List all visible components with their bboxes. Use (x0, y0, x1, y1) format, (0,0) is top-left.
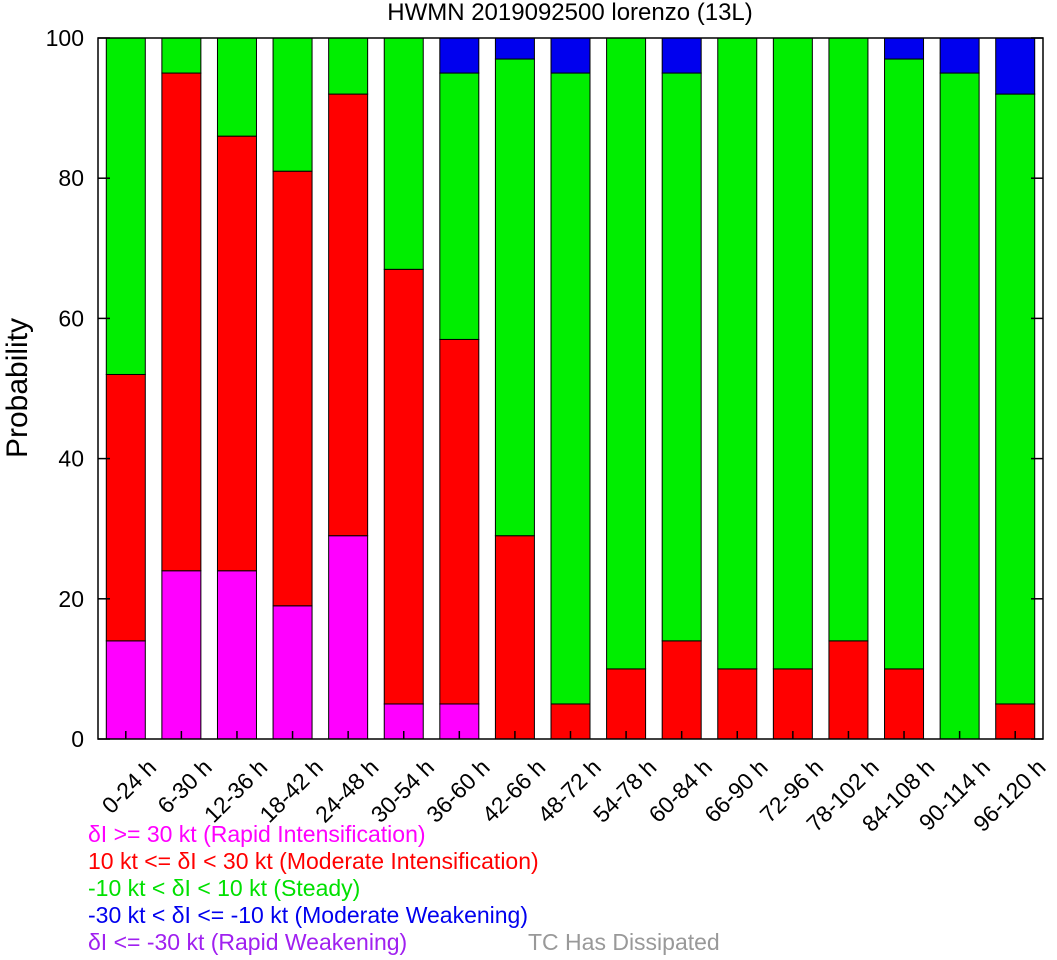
bar-steady-24-48-h (328, 37, 369, 95)
bar-moderate-intensification-78-102-h (828, 640, 869, 740)
bar-steady-60-84-h (661, 72, 702, 642)
bar-moderate-intensification-72-96-h (772, 668, 813, 740)
bars-layer (105, 37, 1036, 740)
bar-moderate-intensification-12-36-h (216, 135, 257, 572)
bar-rapid-intensification-0-24-h (105, 640, 146, 740)
bar-steady-12-36-h (216, 37, 257, 137)
bar-moderate-intensification-42-66-h (494, 535, 535, 740)
bar-moderate-weakening-60-84-h (661, 37, 702, 74)
legend-steady: -10 kt < δI < 10 kt (Steady) (88, 875, 361, 901)
bar-moderate-intensification-30-54-h (383, 268, 424, 705)
bar-steady-78-102-h (828, 37, 869, 642)
y-tick-label-60: 60 (58, 305, 84, 331)
y-tick-label-20: 20 (58, 586, 84, 612)
y-ticks-layer: 0 20 40 60 80 100 (46, 25, 1043, 752)
legend-tc-dissipated: TC Has Dissipated (528, 929, 720, 955)
bar-moderate-weakening-90-114-h (939, 37, 980, 74)
y-axis-label: Probability (1, 318, 34, 458)
bar-moderate-intensification-54-78-h (606, 668, 647, 740)
legend-rapid-weakening: δI <= -30 kt (Rapid Weakening) (88, 929, 408, 955)
bar-rapid-intensification-18-42-h (272, 605, 313, 740)
bar-moderate-intensification-60-84-h (661, 640, 702, 740)
bar-steady-72-96-h (772, 37, 813, 670)
bar-steady-54-78-h (606, 37, 647, 670)
bar-moderate-weakening-84-108-h (884, 37, 925, 60)
bar-steady-18-42-h (272, 37, 313, 172)
bar-steady-36-60-h (439, 72, 480, 340)
bar-steady-90-114-h (939, 72, 980, 740)
bar-steady-84-108-h (884, 58, 925, 670)
bar-steady-66-90-h (717, 37, 758, 670)
legend-moderate-intensification: 10 kt <= δI < 30 kt (Moderate Intensific… (88, 848, 539, 874)
bar-steady-42-66-h (494, 58, 535, 537)
bar-steady-48-72-h (550, 72, 591, 705)
bar-steady-96-120-h (995, 93, 1036, 705)
bar-moderate-intensification-6-30-h (161, 72, 202, 572)
legend-rapid-intensification: δI >= 30 kt (Rapid Intensification) (88, 821, 426, 847)
bar-rapid-intensification-24-48-h (328, 535, 369, 740)
bar-moderate-intensification-18-42-h (272, 170, 313, 607)
bar-steady-0-24-h (105, 37, 146, 375)
bar-steady-6-30-h (161, 37, 202, 74)
bar-moderate-weakening-48-72-h (550, 37, 591, 74)
bar-moderate-intensification-66-90-h (717, 668, 758, 740)
bar-steady-30-54-h (383, 37, 424, 270)
y-tick-label-80: 80 (58, 165, 84, 191)
bar-moderate-intensification-84-108-h (884, 668, 925, 740)
bar-moderate-weakening-42-66-h (494, 37, 535, 60)
x-tick-label-0-24-h: 0-24 h (97, 754, 162, 819)
y-tick-label-40: 40 (58, 446, 84, 472)
bar-rapid-intensification-6-30-h (161, 570, 202, 740)
bar-moderate-intensification-24-48-h (328, 93, 369, 537)
bar-rapid-intensification-12-36-h (216, 570, 257, 740)
legend-moderate-weakening: -30 kt < δI <= -10 kt (Moderate Weakenin… (88, 902, 529, 928)
bar-moderate-weakening-96-120-h (995, 37, 1036, 95)
chart-title: HWMN 2019092500 lorenzo (13L) (387, 0, 753, 26)
bar-moderate-intensification-36-60-h (439, 338, 480, 705)
bar-moderate-intensification-0-24-h (105, 373, 146, 642)
y-tick-label-100: 100 (46, 25, 84, 51)
bar-moderate-weakening-36-60-h (439, 37, 480, 74)
y-tick-label-0: 0 (71, 726, 84, 752)
